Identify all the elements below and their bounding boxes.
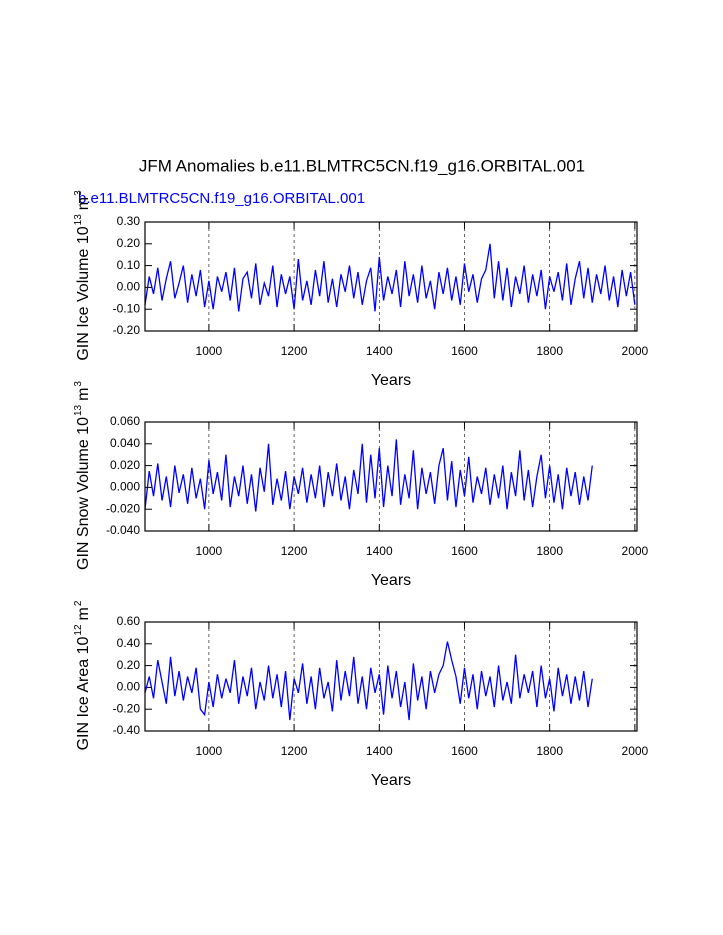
plot-frame xyxy=(144,621,638,732)
y-axis-label-part: 3 xyxy=(73,381,84,387)
y-tick-label: -0.040 xyxy=(106,523,140,537)
y-tick-label: 0.30 xyxy=(117,214,141,228)
plot-frame xyxy=(144,221,638,332)
x-tick-label: 1600 xyxy=(451,744,478,758)
x-tick-label: 1000 xyxy=(196,344,223,358)
x-axis-label: Years xyxy=(371,372,411,389)
x-tick-label: 1600 xyxy=(451,544,478,558)
x-tick-label: 2000 xyxy=(622,744,649,758)
y-axis-label-part: 13 xyxy=(73,404,84,416)
y-tick-label: 0.060 xyxy=(110,414,140,428)
y-tick-label: 0.10 xyxy=(117,258,141,272)
y-axis-label-part: 13 xyxy=(73,214,84,226)
x-axis-label: Years xyxy=(371,772,411,789)
x-axis-label: Years xyxy=(371,572,411,589)
y-tick-label: 0.20 xyxy=(117,236,141,250)
x-tick-label: 1400 xyxy=(366,344,393,358)
y-tick-label: 0.40 xyxy=(117,636,141,650)
x-tick-label: 1200 xyxy=(281,744,308,758)
y-tick-label: -0.020 xyxy=(106,501,140,515)
x-tick-label: 2000 xyxy=(622,344,649,358)
y-axis-label-part: GIN Ice Area 10 xyxy=(75,636,92,750)
x-tick-label: 1400 xyxy=(366,744,393,758)
y-axis-label-part: 12 xyxy=(73,624,84,636)
y-axis-label-part: m xyxy=(75,197,92,210)
y-axis-label-part: m xyxy=(75,607,92,620)
x-tick-label: 1000 xyxy=(196,544,223,558)
data-line xyxy=(144,641,593,721)
y-tick-label: -0.20 xyxy=(113,701,141,715)
x-tick-label: 1800 xyxy=(536,744,563,758)
y-axis-label-part: m xyxy=(75,388,92,401)
y-axis-label-part: 2 xyxy=(73,600,84,606)
x-tick-label: 1200 xyxy=(281,544,308,558)
title: JFM Anomalies b.e11.BLMTRC5CN.f19_g16.OR… xyxy=(139,156,585,175)
x-tick-label: 2000 xyxy=(622,544,649,558)
y-axis-label-part: GIN Ice Volume 10 xyxy=(75,226,92,360)
y-tick-label: 0.020 xyxy=(110,458,140,472)
y-tick-label: 0.60 xyxy=(117,614,141,628)
y-tick-label: 0.00 xyxy=(117,680,141,694)
y-axis-label: GIN Ice Area 1012 m2 xyxy=(73,600,92,750)
y-axis-label: GIN Snow Volume 1013 m3 xyxy=(73,381,92,570)
data-line xyxy=(144,243,636,312)
y-tick-label: 0.00 xyxy=(117,280,141,294)
y-tick-label: -0.20 xyxy=(113,323,141,337)
x-tick-label: 1000 xyxy=(196,744,223,758)
plot-frame xyxy=(144,421,638,532)
y-tick-label: -0.40 xyxy=(113,723,141,737)
x-tick-label: 1800 xyxy=(536,544,563,558)
subtitle: b.e11.BLMTRC5CN.f19_g16.ORBITAL.001 xyxy=(78,190,365,207)
y-tick-label: 0.040 xyxy=(110,436,140,450)
x-tick-label: 1600 xyxy=(451,344,478,358)
x-tick-label: 1400 xyxy=(366,544,393,558)
x-tick-label: 1200 xyxy=(281,344,308,358)
y-tick-label: 0.20 xyxy=(117,658,141,672)
y-axis-label-part: GIN Snow Volume 10 xyxy=(75,417,92,570)
y-tick-label: -0.10 xyxy=(113,301,141,315)
x-tick-label: 1800 xyxy=(536,344,563,358)
data-line xyxy=(144,439,593,512)
y-axis-label: GIN Ice Volume 1013 m3 xyxy=(73,190,92,361)
y-tick-label: 0.000 xyxy=(110,480,140,494)
y-axis-label-part: 3 xyxy=(73,190,84,196)
